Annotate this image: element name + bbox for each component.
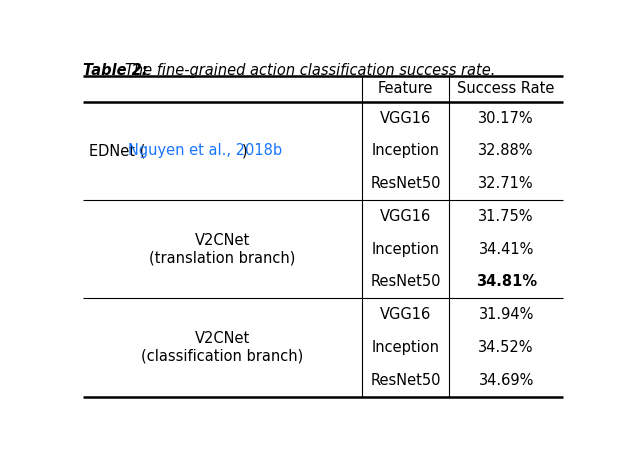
Text: 34.52%: 34.52% [478, 340, 534, 355]
Text: Feature: Feature [378, 81, 433, 96]
Text: 31.75%: 31.75% [478, 209, 534, 224]
Text: ResNet50: ResNet50 [370, 274, 440, 289]
Text: Table 2:: Table 2: [83, 63, 152, 78]
Text: Inception: Inception [372, 144, 439, 158]
Text: VGG16: VGG16 [380, 111, 431, 126]
Text: Nguyen et al., 2018b: Nguyen et al., 2018b [129, 144, 282, 158]
Text: ResNet50: ResNet50 [370, 373, 440, 388]
Text: V2CNet
(translation branch): V2CNet (translation branch) [149, 233, 295, 266]
Text: ResNet50: ResNet50 [370, 176, 440, 191]
Text: 34.81%: 34.81% [476, 274, 537, 289]
Text: VGG16: VGG16 [380, 307, 431, 322]
Text: 34.41%: 34.41% [478, 242, 534, 256]
Text: 32.71%: 32.71% [478, 176, 534, 191]
Text: 34.69%: 34.69% [478, 373, 534, 388]
Text: 32.88%: 32.88% [478, 144, 534, 158]
Text: VGG16: VGG16 [380, 209, 431, 224]
Text: Inception: Inception [372, 242, 439, 256]
Text: 30.17%: 30.17% [478, 111, 534, 126]
Text: The fine-grained action classification success rate.: The fine-grained action classification s… [125, 63, 496, 78]
Text: ): ) [241, 144, 247, 158]
Text: Success Rate: Success Rate [457, 81, 555, 96]
Text: Inception: Inception [372, 340, 439, 355]
Text: V2CNet
(classification branch): V2CNet (classification branch) [141, 331, 303, 364]
Text: EDNet (: EDNet ( [89, 144, 145, 158]
Text: 31.94%: 31.94% [478, 307, 534, 322]
